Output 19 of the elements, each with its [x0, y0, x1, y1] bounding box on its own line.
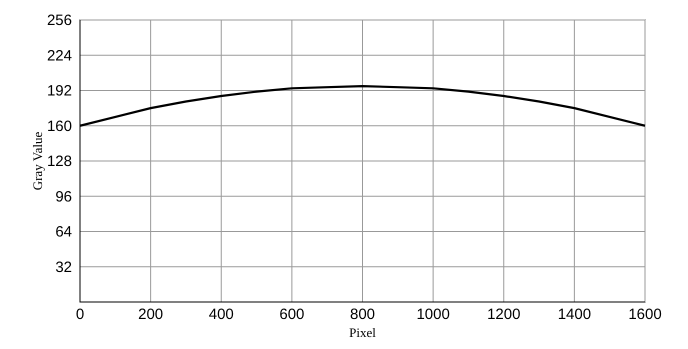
x-axis-title: Pixel [349, 325, 376, 340]
y-tick-label: 192 [46, 82, 72, 100]
x-tick-label: 200 [138, 306, 164, 323]
x-tick-label: 1600 [628, 306, 662, 323]
y-tick-label: 224 [46, 47, 72, 64]
x-tick-label: 400 [208, 306, 234, 323]
x-tick-label: 0 [76, 306, 84, 323]
x-tick-label: 1000 [416, 306, 450, 323]
y-tick-label: 256 [46, 12, 72, 29]
y-tick-label: 32 [55, 258, 72, 276]
x-tick-label: 1200 [487, 306, 520, 323]
y-tick-label: 96 [55, 188, 72, 206]
x-tick-label: 600 [279, 306, 304, 323]
y-tick-label: 160 [46, 118, 72, 135]
x-tick-label: 1400 [558, 306, 592, 323]
y-tick-label: 128 [46, 153, 72, 170]
y-tick-label: 64 [55, 224, 72, 240]
x-tick-label: 800 [350, 306, 376, 323]
y-axis-title: Gray Value [30, 131, 45, 190]
